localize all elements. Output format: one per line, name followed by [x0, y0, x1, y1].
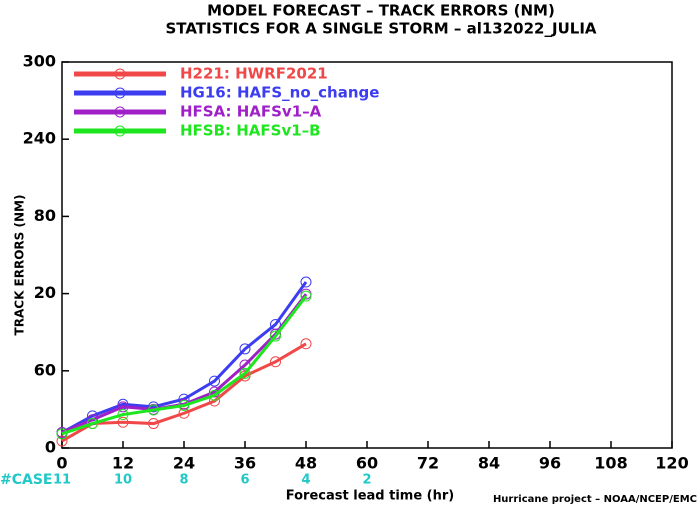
- case-count: 11: [53, 473, 71, 488]
- series-line: [61, 295, 308, 436]
- series-marker: [117, 416, 129, 428]
- x-tick-label: 36: [234, 454, 256, 473]
- legend-label: HFSA: HAFSv1–A: [180, 103, 322, 121]
- legend-label: H221: HWRF2021: [180, 65, 328, 83]
- legend-marker: [114, 106, 126, 118]
- x-tick-label: 24: [173, 454, 195, 473]
- legend-marker: [114, 87, 126, 99]
- x-axis-label: Forecast lead time (hr): [286, 489, 454, 504]
- series-marker: [56, 435, 68, 447]
- case-count: 10: [114, 473, 132, 488]
- series-marker: [148, 404, 159, 416]
- legend-marker: [114, 68, 126, 80]
- series-marker: [178, 407, 190, 419]
- series-marker: [239, 343, 251, 355]
- series-marker: [270, 330, 281, 342]
- y-tick-label: 240: [23, 129, 56, 148]
- series-marker: [117, 401, 129, 413]
- y-axis-label: TRACK ERRORS (NM): [13, 195, 27, 336]
- series-marker: [178, 400, 190, 412]
- series-marker: [239, 367, 251, 379]
- y-tick-label: 0: [45, 438, 56, 457]
- series-marker: [209, 389, 220, 401]
- x-tick-label: 60: [356, 454, 378, 473]
- series-marker: [87, 418, 98, 430]
- x-tick-label: 12: [112, 454, 134, 473]
- legend-label: HG16: HAFS_no_change: [180, 84, 379, 102]
- case-count: 4: [301, 473, 310, 488]
- plot-frame: [61, 61, 673, 449]
- case-count: 6: [240, 473, 249, 488]
- legend-marker: [114, 125, 126, 137]
- x-tick-label: 108: [594, 454, 627, 473]
- series-marker: [56, 428, 68, 440]
- x-tick-label: 48: [295, 454, 317, 473]
- series-marker: [148, 418, 159, 430]
- series-marker: [300, 338, 312, 350]
- y-tick-label: 300: [23, 52, 56, 71]
- x-tick-label: 96: [539, 454, 561, 473]
- y-tick-label: 60: [34, 360, 56, 379]
- chart-subtitle: STATISTICS FOR A SINGLE STORM – al132022…: [165, 20, 596, 38]
- case-count: 2: [362, 473, 371, 488]
- legend-label: HFSB: HAFSv1–B: [180, 122, 321, 140]
- series-marker: [117, 409, 129, 421]
- series-marker: [209, 375, 220, 387]
- series-marker: [148, 401, 159, 413]
- y-tick-label: 20: [34, 283, 56, 302]
- x-tick-label: 72: [417, 454, 439, 473]
- series-line: [61, 342, 307, 443]
- y-tick-label: 80: [34, 206, 56, 225]
- footer: Hurricane project – NOAA/NCEP/EMC: [493, 494, 697, 505]
- series-marker: [300, 276, 312, 288]
- x-tick-label: 120: [655, 454, 688, 473]
- series-line: [61, 281, 308, 434]
- series-marker: [300, 290, 312, 302]
- series-marker: [270, 356, 281, 368]
- case-label: #CASE: [0, 472, 53, 488]
- x-tick-label: 0: [56, 454, 67, 473]
- x-tick-label: 84: [478, 454, 500, 473]
- chart-title: MODEL FORECAST – TRACK ERRORS (NM): [207, 2, 555, 20]
- case-count: 8: [179, 473, 188, 488]
